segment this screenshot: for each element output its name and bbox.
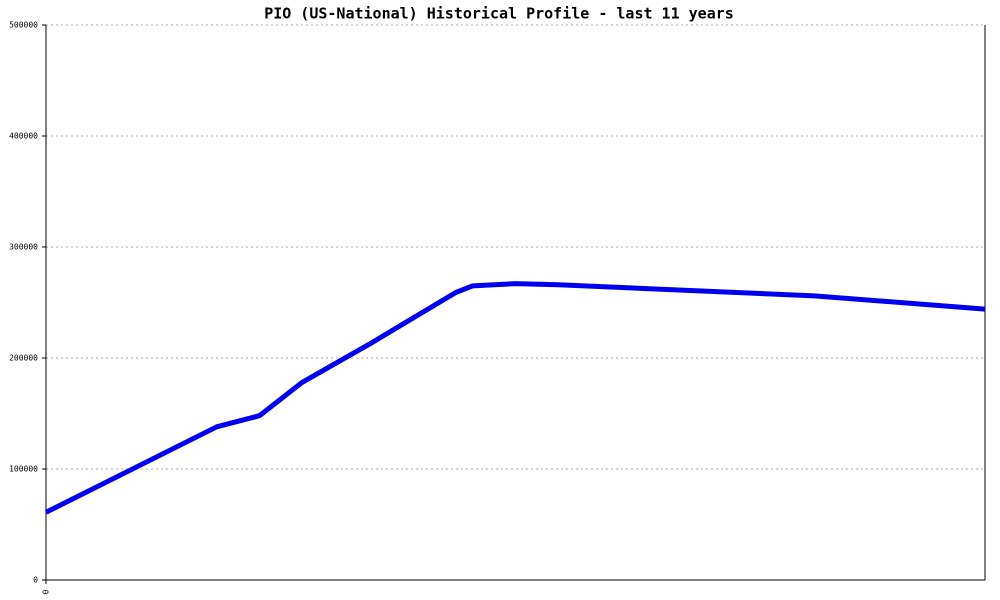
data-line xyxy=(44,281,986,515)
y-tick-label: 300000 xyxy=(9,243,38,252)
y-tick-label: 0 xyxy=(33,576,38,585)
y-tick-label: 200000 xyxy=(9,354,38,363)
x-tick-label: 0 xyxy=(42,589,51,594)
chart-title: PIO (US-National) Historical Profile - l… xyxy=(264,5,734,23)
y-tick-label: 100000 xyxy=(9,465,38,474)
y-tick-label: 500000 xyxy=(9,21,38,30)
y-tick-label: 400000 xyxy=(9,132,38,141)
